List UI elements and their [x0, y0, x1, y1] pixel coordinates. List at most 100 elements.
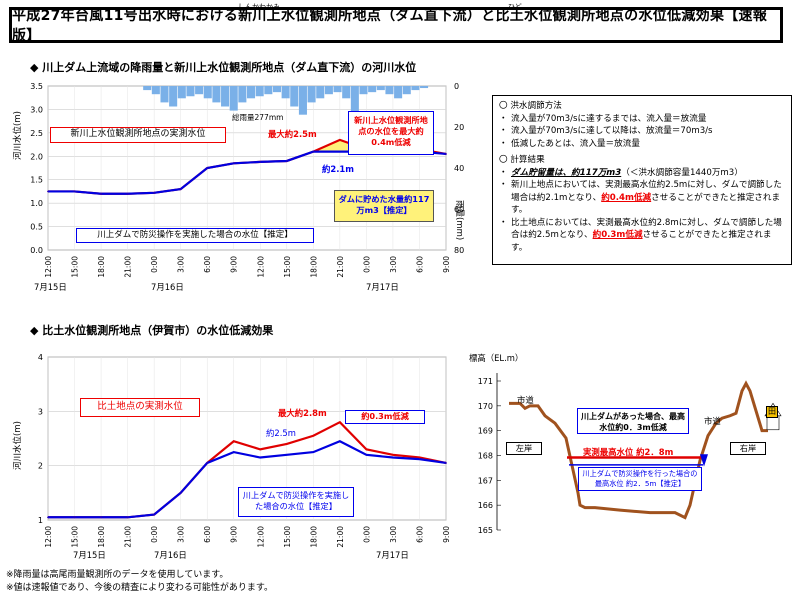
- chart1-reduction-note: 新川上水位観測所地点の水位を最大約0.4m低減: [348, 111, 434, 155]
- rain-bar: [411, 86, 420, 91]
- x-tick-label: 0:00: [362, 256, 371, 273]
- point-measured: [418, 456, 421, 459]
- x-tick-label: 3:00: [389, 526, 398, 543]
- point-estimated: [339, 440, 341, 443]
- point-measured: [259, 448, 262, 451]
- info-result-item: ・新川上地点においては、実測最高水位約2.5mに対し、ダムで調節した場合は約2.…: [499, 180, 782, 215]
- point-estimated: [259, 161, 262, 163]
- rain-bar: [212, 86, 221, 103]
- chart1-date-2: 7月16日: [151, 282, 184, 292]
- x-tick-label: 21:00: [124, 256, 133, 278]
- chart2-dam-level-label: 約2.5m: [266, 428, 296, 438]
- x-tick-label: 15:00: [283, 256, 292, 278]
- chart1-total-rain: 総雨量277mm: [232, 113, 284, 122]
- y-tick-label: 2: [38, 462, 43, 471]
- footnote-1: ※降雨量は高尾雨量観測所のデータを使用しています。: [6, 570, 229, 580]
- rain-bar: [394, 86, 403, 99]
- point-estimated: [100, 516, 102, 519]
- x-tick-label: 9:00: [230, 256, 239, 273]
- point-estimated: [126, 516, 129, 519]
- rain-bar: [281, 86, 290, 99]
- y-tick-label: 167: [478, 476, 493, 485]
- info-item: ・流入量が70m3/sに達するまでは、流入量＝放流量: [499, 113, 707, 124]
- point-estimated: [259, 456, 262, 459]
- point-estimated: [232, 451, 235, 453]
- cross-section-measured-label: 実測最高水位 約2．8m: [583, 447, 674, 457]
- chart1-storage-note: ダムに貯めた水量約117万m3【推定】: [334, 190, 434, 222]
- chart2-ylabel: 河川水位(m): [13, 421, 23, 470]
- rain-bar: [342, 86, 351, 99]
- y2-tick-label: 80: [454, 246, 464, 255]
- point-estimated: [312, 451, 315, 453]
- x-tick-label: 3:00: [177, 256, 186, 273]
- rain-bar: [350, 86, 359, 127]
- section1-heading: ◆ 川上ダム上流域の降雨量と新川上水位観測所地点（ダム直下流）の河川水位: [30, 61, 417, 74]
- x-tick-label: 3:00: [389, 256, 398, 273]
- chart2: 1 2 3 4 12:00 15:00 18:00 21:00 0:00 3:00 6:00 9:00…: [38, 353, 451, 548]
- x-tick-label: 0:00: [150, 526, 159, 543]
- y-tick-label: 166: [478, 501, 493, 510]
- x-tick-label: 18:00: [97, 256, 106, 278]
- info-item: ・流入量が70m3/sに達して以降は、放流量＝70m3/s: [499, 126, 713, 136]
- chart2-date-2: 7月16日: [154, 550, 187, 560]
- y-tick-label: 2.0: [30, 152, 43, 161]
- y-tick-label: 2.5: [30, 129, 43, 138]
- y-tick-label: 3.0: [30, 105, 43, 114]
- point-estimated: [126, 192, 129, 195]
- page-title: 平成27年台風11号出水時における新川上水位観測所地点（ダム直下流）と比土水位観…: [9, 7, 783, 44]
- x-tick-label: 6:00: [203, 256, 212, 273]
- x-tick-label: 21:00: [124, 526, 133, 548]
- y-tick-label: 3.5: [30, 82, 43, 91]
- info-heading-result: 〇 計算結果: [499, 155, 545, 165]
- point-estimated: [179, 188, 182, 190]
- rain-bar: [307, 86, 316, 103]
- info-item: ・低減したあとは、流入量＝放流量: [499, 138, 640, 149]
- point-estimated: [153, 513, 155, 516]
- field-label: 田: [766, 406, 778, 418]
- x-tick-label: 9:00: [230, 526, 239, 543]
- rain-bar: [376, 86, 385, 91]
- reduction-arrow: [700, 454, 708, 467]
- rain-bar: [316, 86, 325, 99]
- y-tick-label: 171: [478, 377, 493, 386]
- y2-tick-label: 40: [454, 164, 464, 173]
- point-estimated: [100, 192, 102, 195]
- rain-bar: [402, 86, 411, 95]
- y-tick-label: 1: [38, 516, 43, 525]
- point-estimated: [286, 454, 288, 456]
- point-measured: [286, 443, 288, 445]
- y-tick-label: 169: [478, 427, 493, 436]
- rain-bar: [385, 86, 394, 95]
- rain-bar: [238, 86, 247, 103]
- rain-bar: [160, 86, 169, 103]
- chart1-legend-measured: 新川上水位観測所地点の実測水位: [50, 127, 226, 143]
- section2-heading: ◆ 比土水位観測所地点（伊賀市）の水位低減効果: [30, 324, 274, 337]
- rain-bar: [151, 86, 160, 95]
- point-estimated: [445, 153, 447, 155]
- y-tick-label: 4: [38, 353, 43, 362]
- footnote-2: ※値は速報値であり、今後の精査により変わる可能性があります。: [6, 583, 274, 593]
- chart2-max-label: 最大約2.8m: [278, 408, 327, 418]
- cross-section-ylabel: 標高（EL.m）: [469, 353, 524, 363]
- chart1-ylabel: 河川水位(m): [13, 111, 23, 160]
- x-tick-label: 9:00: [442, 256, 451, 273]
- x-tick-label: 12:00: [44, 526, 53, 548]
- point-estimated: [339, 150, 341, 153]
- road-right-label: 市道: [704, 416, 721, 426]
- chart2-legend-measured: 比土地点の実測水位: [80, 398, 200, 417]
- rain-bar: [247, 86, 256, 99]
- y-tick-label: 168: [478, 452, 493, 461]
- chart2-legend-estimated: 川上ダムで防災操作を実施した場合の水位【推定】: [238, 487, 354, 517]
- x-tick-label: 18:00: [309, 526, 318, 548]
- point-measured: [232, 440, 235, 443]
- chart1-date-1: 7月15日: [34, 282, 67, 292]
- rain-bar: [290, 86, 299, 107]
- x-tick-label: 21:00: [336, 526, 345, 548]
- x-tick-label: 18:00: [309, 256, 318, 278]
- rain-bar: [177, 86, 186, 99]
- x-tick-label: 12:00: [256, 256, 265, 278]
- x-tick-label: 6:00: [415, 526, 424, 543]
- point-estimated: [418, 458, 421, 460]
- info-result-item: ・比土地点においては、実測最高水位約2.8mに対し、ダムで調節した場合は約2.5…: [499, 217, 782, 253]
